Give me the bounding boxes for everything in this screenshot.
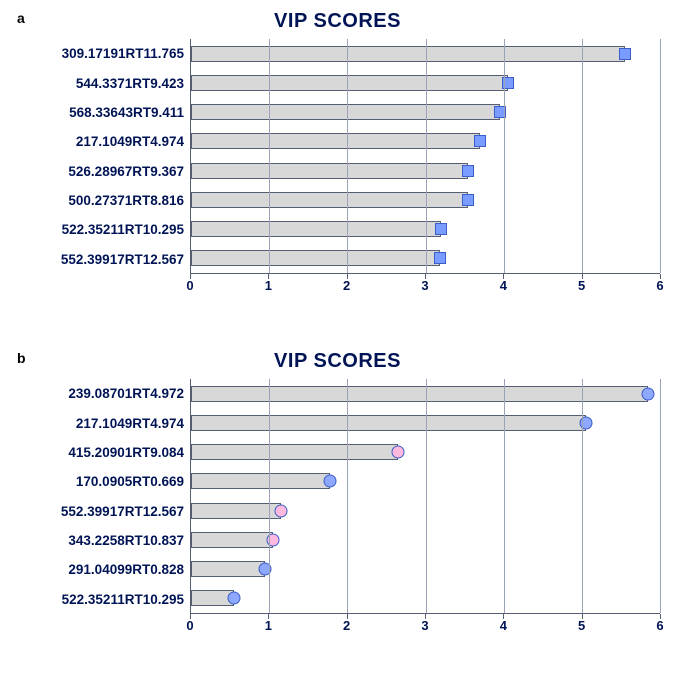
square-marker-icon bbox=[435, 223, 447, 235]
bar bbox=[191, 133, 480, 149]
gridline bbox=[347, 379, 348, 613]
x-tick-label: 6 bbox=[656, 618, 663, 633]
gridline bbox=[504, 379, 505, 613]
circle-marker-icon bbox=[274, 504, 287, 517]
chart-area-a: 309.17191RT11.765 544.3371RT9.423 568.3364… bbox=[15, 39, 660, 274]
y-axis-label: 309.17191RT11.765 bbox=[15, 46, 190, 61]
gridline bbox=[582, 39, 583, 273]
y-axis-label: 343.2258RT10.837 bbox=[15, 533, 190, 548]
bar bbox=[191, 386, 648, 402]
panel-a: a VIP SCORES 309.17191RT11.765 544.3371RT… bbox=[15, 10, 660, 310]
square-marker-icon bbox=[619, 48, 631, 60]
x-axis-b: 0123456 bbox=[190, 614, 660, 638]
figure: a VIP SCORES 309.17191RT11.765 544.3371RT… bbox=[0, 0, 675, 677]
x-tick-label: 4 bbox=[500, 618, 507, 633]
gridline bbox=[582, 379, 583, 613]
y-axis-label: 415.20901RT9.084 bbox=[15, 445, 190, 460]
y-axis-labels-b: 239.08701RT4.972 217.1049RT4.974 415.20901… bbox=[15, 379, 190, 614]
gridline bbox=[426, 379, 427, 613]
circle-marker-icon bbox=[324, 475, 337, 488]
circle-marker-icon bbox=[642, 387, 655, 400]
y-axis-label: 291.04099RT0.828 bbox=[15, 562, 190, 577]
gridline bbox=[269, 379, 270, 613]
circle-marker-icon bbox=[392, 446, 405, 459]
x-tick-label: 2 bbox=[343, 278, 350, 293]
bar bbox=[191, 503, 281, 519]
chart-title-b: VIP SCORES bbox=[15, 350, 660, 373]
gridline bbox=[660, 379, 661, 613]
y-axis-label: 552.39917RT12.567 bbox=[15, 504, 190, 519]
bar bbox=[191, 192, 468, 208]
x-tick-label: 4 bbox=[500, 278, 507, 293]
y-axis-label: 239.08701RT4.972 bbox=[15, 386, 190, 401]
x-tick-label: 0 bbox=[186, 618, 193, 633]
bar bbox=[191, 532, 273, 548]
bar bbox=[191, 444, 398, 460]
y-axis-label: 522.35211RT10.295 bbox=[15, 592, 190, 607]
circle-marker-icon bbox=[227, 592, 240, 605]
y-axis-label: 526.28967RT9.367 bbox=[15, 164, 190, 179]
y-axis-label: 500.27371RT8.816 bbox=[15, 193, 190, 208]
gridline bbox=[504, 39, 505, 273]
y-axis-label: 522.35211RT10.295 bbox=[15, 222, 190, 237]
chart-title-a: VIP SCORES bbox=[15, 10, 660, 33]
panel-letter-a: a bbox=[17, 10, 25, 26]
gridline bbox=[347, 39, 348, 273]
y-axis-label: 217.1049RT4.974 bbox=[15, 416, 190, 431]
bar bbox=[191, 221, 441, 237]
square-marker-icon bbox=[462, 194, 474, 206]
bar bbox=[191, 104, 500, 120]
x-tick-label: 5 bbox=[578, 618, 585, 633]
gridline bbox=[269, 39, 270, 273]
gridline bbox=[660, 39, 661, 273]
bar bbox=[191, 46, 625, 62]
square-marker-icon bbox=[434, 252, 446, 264]
x-tick-label: 5 bbox=[578, 278, 585, 293]
y-axis-label: 217.1049RT4.974 bbox=[15, 134, 190, 149]
bar bbox=[191, 75, 508, 91]
y-axis-label: 568.33643RT9.411 bbox=[15, 105, 190, 120]
plot-area-a bbox=[190, 39, 660, 274]
x-tick-label: 6 bbox=[656, 278, 663, 293]
panel-letter-b: b bbox=[17, 350, 26, 366]
y-axis-label: 544.3371RT9.423 bbox=[15, 76, 190, 91]
gridline bbox=[426, 39, 427, 273]
x-tick-label: 0 bbox=[186, 278, 193, 293]
x-tick-label: 1 bbox=[265, 278, 272, 293]
x-axis-a: 0123456 bbox=[190, 274, 660, 298]
plot-area-b bbox=[190, 379, 660, 614]
bar bbox=[191, 250, 440, 266]
square-marker-icon bbox=[462, 165, 474, 177]
bar bbox=[191, 473, 330, 489]
chart-area-b: 239.08701RT4.972 217.1049RT4.974 415.20901… bbox=[15, 379, 660, 614]
square-marker-icon bbox=[474, 135, 486, 147]
bar bbox=[191, 163, 468, 179]
x-tick-label: 3 bbox=[421, 618, 428, 633]
x-tick-label: 1 bbox=[265, 618, 272, 633]
y-axis-label: 170.0905RT0.669 bbox=[15, 474, 190, 489]
y-axis-labels-a: 309.17191RT11.765 544.3371RT9.423 568.3364… bbox=[15, 39, 190, 274]
x-tick-label: 2 bbox=[343, 618, 350, 633]
y-axis-label: 552.39917RT12.567 bbox=[15, 252, 190, 267]
x-tick-label: 3 bbox=[421, 278, 428, 293]
panel-b: b VIP SCORES 239.08701RT4.972 217.1049RT4… bbox=[15, 350, 660, 650]
bar bbox=[191, 415, 586, 431]
bar bbox=[191, 561, 265, 577]
